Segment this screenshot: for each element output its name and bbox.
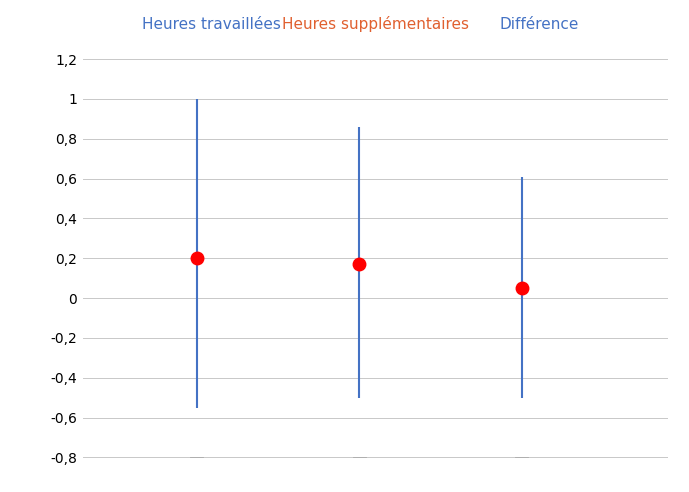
- Text: Heures supplémentaires: Heures supplémentaires: [282, 16, 469, 32]
- Text: Heures travaillées: Heures travaillées: [142, 18, 281, 32]
- Text: Différence: Différence: [500, 18, 579, 32]
